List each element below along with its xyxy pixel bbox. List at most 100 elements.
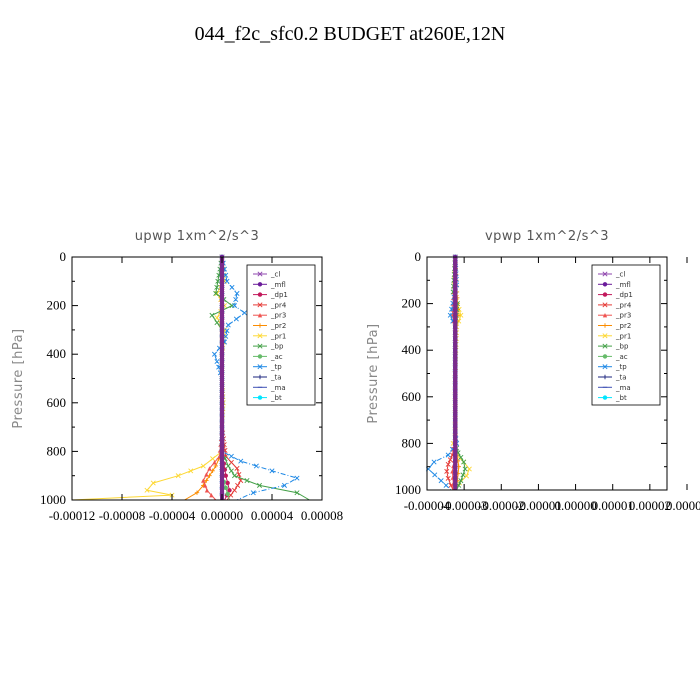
- data-point: [269, 468, 275, 474]
- legend-entry: _ta: [615, 374, 627, 382]
- data-point: [231, 487, 238, 493]
- legend-entry: _pr3: [270, 312, 286, 320]
- data-point: [201, 478, 206, 483]
- legend-entry: _bt: [270, 394, 282, 402]
- panel-title: upwp 1xm^2/s^3: [135, 229, 260, 244]
- data-point: [458, 454, 464, 460]
- series-line: [213, 256, 299, 501]
- legend-entry: _ma: [615, 384, 631, 392]
- chart-panel-upwp: upwp 1xm^2/s^3 Pressure [hPa] 0 200 400 600 80…: [11, 229, 343, 523]
- data-point: [234, 465, 240, 471]
- legend-entry: _ma: [270, 384, 286, 392]
- legend-entry: _cl: [270, 271, 280, 279]
- data-point: [460, 472, 466, 478]
- data-point: [209, 312, 215, 318]
- legend-entry: _pr2: [270, 322, 286, 330]
- legend: _cl _mfl _dp1 _pr4 _pr3 _pr2 _pr1 _bp _ac _tp _ta _…: [246, 264, 316, 406]
- legend-marker: [257, 302, 263, 308]
- data-point: [250, 490, 256, 496]
- legend-entry: _ta: [270, 374, 282, 382]
- data-point: [431, 459, 437, 465]
- data-point: [461, 459, 467, 465]
- legend-marker: [602, 395, 608, 400]
- data-point: [194, 490, 200, 495]
- data-point: [244, 478, 250, 484]
- data-point: [209, 492, 214, 498]
- data-point: [438, 478, 444, 484]
- zero-line: [453, 257, 458, 490]
- legend-marker: [257, 292, 263, 297]
- data-point: [227, 488, 232, 493]
- data-point: [225, 463, 231, 469]
- data-point: [200, 463, 206, 469]
- legend-entry: _bp: [615, 343, 629, 351]
- data-point: [228, 453, 234, 459]
- x-tick-label: -0.00002: [478, 498, 525, 513]
- data-point: [210, 456, 216, 462]
- data-point: [458, 478, 464, 484]
- x-tick-label: 0.00004: [251, 508, 294, 523]
- data-point: [444, 468, 450, 474]
- y-tick-label: 1000: [395, 482, 421, 497]
- data-point: [204, 488, 210, 493]
- y-tick-label: 0: [415, 249, 422, 264]
- data-point: [212, 460, 217, 465]
- y-tick-label: 800: [402, 435, 422, 450]
- data-point: [215, 278, 221, 284]
- legend-marker: [602, 333, 608, 339]
- data-point: [223, 272, 229, 278]
- legend-entry: _pr2: [615, 322, 631, 330]
- x-tick-label: 0.00000: [554, 498, 596, 513]
- y-tick-label: 800: [47, 443, 67, 458]
- series-pr1: [71, 254, 228, 501]
- data-point: [225, 491, 230, 497]
- data-point: [224, 278, 230, 284]
- legend-entry: _bt: [615, 394, 627, 402]
- x-tick-label: -0.00012: [49, 508, 96, 523]
- legend-marker: [257, 271, 263, 277]
- legend-marker: [602, 354, 608, 359]
- x-tick-label: 0.00002: [629, 498, 671, 513]
- data-point: [233, 316, 239, 322]
- legend-entry: _ac: [615, 353, 628, 361]
- data-point: [144, 487, 150, 493]
- y-axis-label: Pressure [hPa]: [11, 328, 26, 428]
- data-point: [445, 475, 451, 481]
- legend-entry: _bp: [270, 343, 284, 351]
- legend-entry: _pr1: [615, 332, 631, 340]
- data-point: [188, 468, 194, 474]
- series-line: [71, 256, 226, 501]
- data-point: [233, 297, 239, 303]
- y-tick-label: 0: [60, 249, 67, 264]
- y-tick-label: 1000: [40, 492, 66, 507]
- data-point: [294, 475, 300, 481]
- legend-entry: _tp: [270, 363, 282, 371]
- data-point: [445, 461, 451, 467]
- data-point: [294, 490, 300, 496]
- data-point: [225, 480, 230, 486]
- data-point: [225, 322, 231, 328]
- x-tick-label: -0.00001: [515, 498, 562, 513]
- data-point: [447, 312, 453, 318]
- legend-entry: _mfl: [270, 281, 286, 289]
- data-point: [236, 471, 242, 478]
- legend-marker: [602, 292, 608, 297]
- data-point: [229, 284, 235, 290]
- legend-marker: [257, 313, 263, 318]
- data-point: [214, 315, 220, 321]
- page-title: 044_f2c_sfc0.2 BUDGET at260E,12N: [195, 23, 506, 45]
- data-point: [458, 312, 464, 318]
- data-point: [223, 473, 228, 478]
- x-tick-label: -0.00004: [149, 508, 196, 523]
- data-point: [432, 472, 438, 478]
- legend-marker: [257, 395, 263, 400]
- legend-entry: _tp: [615, 363, 627, 371]
- legend-entry: _ac: [270, 353, 283, 361]
- data-point: [204, 478, 209, 483]
- data-point: [150, 480, 156, 486]
- y-tick-label: 200: [47, 298, 67, 313]
- data-point: [175, 473, 181, 479]
- chart-panel-vpwp: vpwp 1xm^2/s^3 Pressure [hPa] 0 200 400 600 80…: [366, 229, 700, 513]
- legend-marker: [602, 313, 608, 318]
- data-point: [202, 483, 208, 488]
